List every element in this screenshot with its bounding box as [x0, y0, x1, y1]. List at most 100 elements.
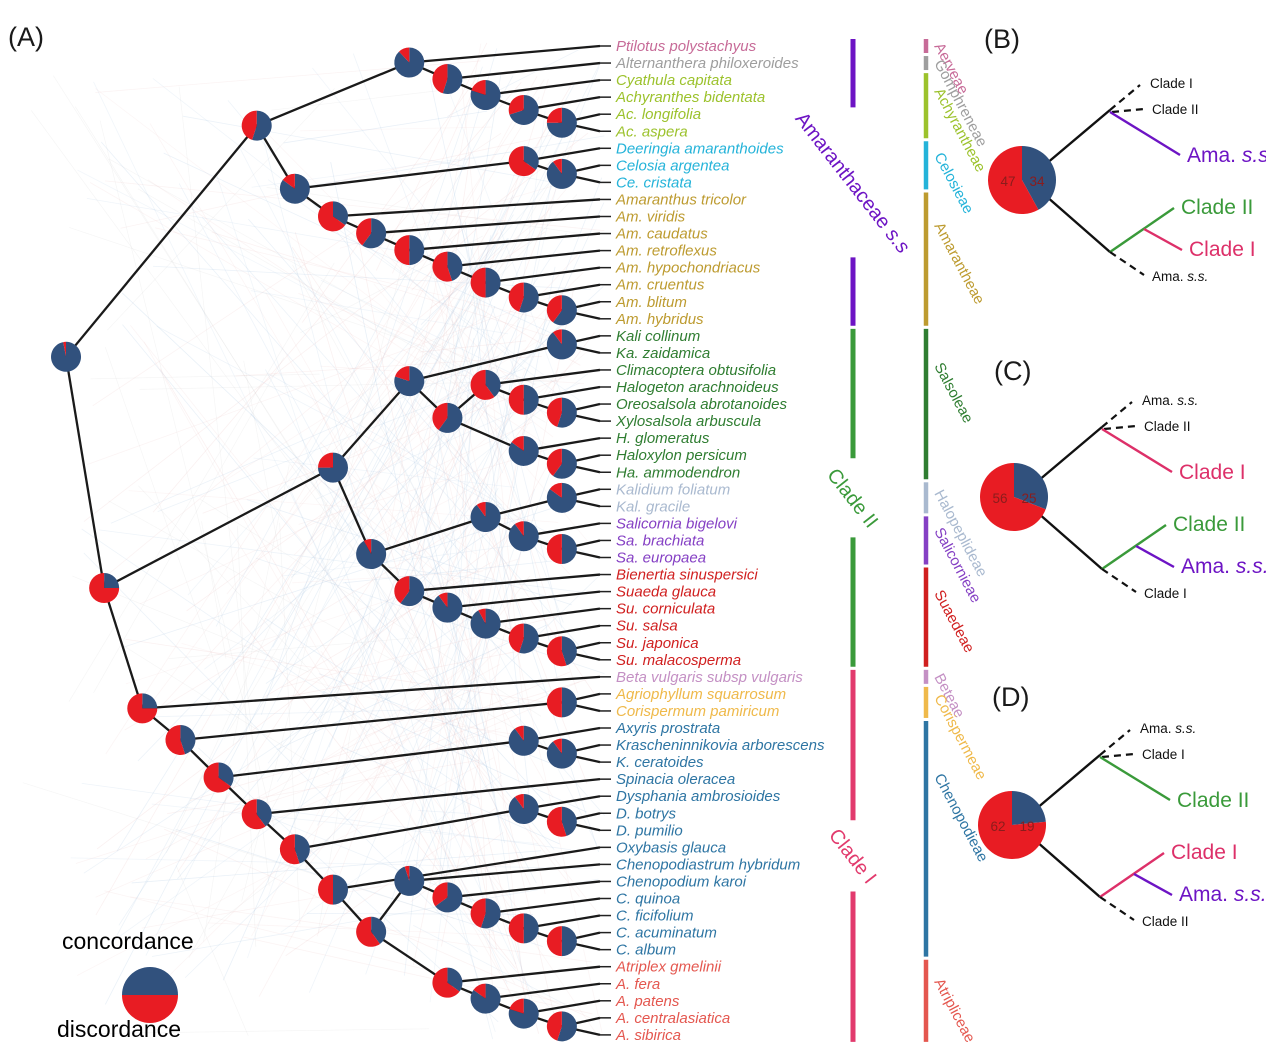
- species-label: Chenopodiastrum hybridum: [616, 856, 800, 873]
- node-pie: [279, 173, 310, 204]
- species-label: Amaranthus tricolor: [615, 191, 747, 208]
- panel-label-small: Clade I: [1144, 586, 1187, 601]
- node-pie: [356, 539, 387, 570]
- panel-c: Ama. s.s. Clade II Clade I Clade II Ama. s.s…: [980, 393, 1266, 601]
- species-label: Agriophyllum squarrosum: [615, 686, 786, 703]
- node-pie: [546, 1011, 577, 1042]
- node-pie: [165, 724, 196, 755]
- species-label: Cyathula capitata: [616, 72, 732, 89]
- node-pie: [508, 793, 539, 824]
- species-label: K. ceratoides: [616, 754, 704, 771]
- species-label: C. quinoa: [616, 891, 680, 908]
- node-pie: [203, 762, 234, 793]
- species-label: Su. salsa: [616, 618, 678, 635]
- node-pie: [508, 725, 539, 756]
- node-pie: [241, 799, 272, 830]
- node-pie: [394, 576, 425, 607]
- panel-label-small: Clade II: [1152, 102, 1199, 117]
- species-label: C. ficifolium: [616, 908, 694, 925]
- node-pie: [317, 201, 348, 232]
- tree-edges: [64, 44, 601, 1037]
- species-label: Salicornia bigelovi: [616, 515, 738, 532]
- species-label: D. botrys: [616, 805, 677, 822]
- node-pie: [318, 874, 348, 905]
- species-label: C. album: [616, 942, 676, 959]
- node-pie: [394, 47, 425, 78]
- panel-label-big: Clade II: [1177, 789, 1249, 812]
- node-pie: [432, 592, 463, 623]
- species-label: Halogeton arachnoideus: [616, 379, 779, 396]
- species-label: Ka. zaidamica: [616, 345, 710, 362]
- species-label: Oxybasis glauca: [616, 839, 726, 856]
- pie-count-discordance: 56: [992, 491, 1007, 506]
- panel-label-small: Ama. s.s.: [1152, 269, 1208, 284]
- node-pie: [470, 502, 501, 533]
- tribe-annotations: AerveaeGomphreneaeAchyrantheaeCelosieaeA…: [923, 39, 991, 1046]
- clade-label: Clade II: [822, 465, 882, 533]
- node-pies: [51, 47, 577, 1042]
- node-pie: [508, 435, 539, 466]
- node-pie: [508, 913, 539, 944]
- legend-discordance-label: discordance: [57, 1016, 182, 1042]
- species-label: A. patens: [615, 993, 680, 1010]
- species-label: Ac. longifolia: [615, 106, 701, 123]
- panel-label-big: Clade I: [1179, 461, 1246, 484]
- species-label: Bienertia sinuspersici: [616, 567, 758, 584]
- species-label: Suaeda glauca: [616, 584, 716, 601]
- node-pie: [432, 967, 463, 998]
- clade-label: Amaranthaceae s.s: [790, 108, 913, 257]
- node-pie: [470, 983, 501, 1014]
- species-label: Kal. gracile: [616, 498, 690, 515]
- panel-b-letter: (B): [984, 24, 1020, 54]
- panel-pie: 56 25: [980, 463, 1049, 531]
- node-pie: [470, 80, 501, 111]
- species-label: Su. japonica: [616, 635, 699, 652]
- panel-label-big: Clade II: [1173, 513, 1245, 536]
- node-pie: [470, 369, 501, 400]
- node-pie: [432, 402, 463, 433]
- species-label: Beta vulgaris subsp vulgaris: [616, 669, 803, 686]
- pie-count-concordance: 34: [1029, 174, 1045, 189]
- node-pie: [432, 882, 463, 913]
- species-label: Su. corniculata: [616, 601, 715, 618]
- legend-concordance-label: concordance: [62, 928, 194, 954]
- node-pie: [508, 146, 539, 177]
- tribe-label: Amarantheae: [930, 220, 987, 308]
- species-label: Ce. cristata: [616, 174, 692, 191]
- species-label: Chenopodium karoi: [616, 873, 747, 890]
- panel-label-small: Ama. s.s.: [1142, 393, 1198, 408]
- species-label: A. sibirica: [615, 1027, 681, 1044]
- node-pie: [432, 251, 463, 282]
- node-pie: [89, 573, 120, 603]
- panel-label-small: Clade I: [1142, 747, 1185, 762]
- pie-count-concordance: 19: [1019, 819, 1034, 834]
- species-label: Atriplex gmelinii: [615, 959, 722, 976]
- panel-label-small: Clade I: [1150, 76, 1193, 91]
- node-pie: [279, 834, 310, 865]
- node-pie: [546, 397, 577, 428]
- panel-label-big: Clade I: [1189, 238, 1256, 261]
- species-label: Achyranthes bidentata: [615, 89, 765, 106]
- species-label: Ptilotus polystachyus: [616, 38, 757, 55]
- node-pie: [546, 448, 577, 479]
- node-pie: [356, 916, 387, 947]
- node-pie: [508, 94, 539, 125]
- pie-count-concordance: 25: [1021, 491, 1036, 506]
- legend-pie: [122, 967, 178, 1023]
- panel-pie: 47 34: [988, 146, 1057, 215]
- clade-label: Clade I: [824, 825, 880, 888]
- panel-c-letter: (C): [994, 356, 1032, 386]
- panel-label-big: Ama. s.s.: [1181, 555, 1266, 578]
- node-pie: [394, 865, 425, 896]
- species-label: Xylosalsola arbuscula: [615, 413, 761, 430]
- species-label: Am. viridis: [615, 209, 686, 226]
- species-label: Kalidium foliatum: [616, 481, 730, 498]
- node-pie: [546, 158, 577, 189]
- node-pie: [470, 898, 501, 929]
- species-label: Am. cruentus: [615, 277, 705, 294]
- node-pie: [508, 282, 539, 313]
- node-pie: [546, 687, 577, 718]
- species-label: Haloxylon persicum: [616, 447, 747, 464]
- panel-b: Clade I Clade II Ama. s.s. Clade II Clade I A…: [988, 76, 1266, 284]
